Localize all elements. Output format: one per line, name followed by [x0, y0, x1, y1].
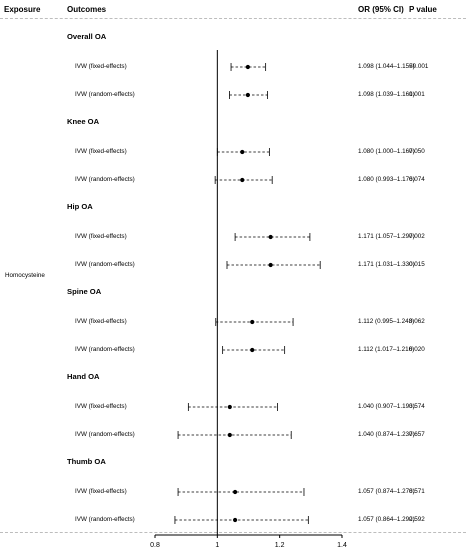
p-value: 0.050 — [409, 148, 425, 155]
method-label: IVW (fixed-effects) — [75, 488, 127, 495]
point-estimate — [268, 262, 273, 268]
or-ci-value: 1.040 (0.874–1.237) — [358, 431, 415, 438]
p-value: 0.574 — [409, 403, 425, 410]
method-label: IVW (random-effects) — [75, 516, 135, 523]
or-ci-value: 1.171 (1.031–1.330) — [358, 261, 415, 268]
or-ci-value: 1.098 (1.044–1.155) — [358, 63, 415, 70]
point-estimate — [240, 177, 245, 183]
or-ci-value: 1.080 (1.000–1.167) — [358, 148, 415, 155]
method-label: IVW (fixed-effects) — [75, 63, 127, 70]
group-label: Spine OA — [67, 287, 102, 296]
p-value: <0.001 — [409, 63, 429, 70]
point-estimate — [268, 234, 273, 240]
p-value: 0.062 — [409, 318, 425, 325]
header-p-value: P value — [409, 5, 437, 14]
group-label: Hip OA — [67, 202, 93, 211]
x-tick-label: 1.2 — [275, 542, 285, 549]
x-tick-label: 0.8 — [150, 542, 160, 549]
point-estimate — [245, 64, 250, 70]
method-label: IVW (random-effects) — [75, 261, 135, 268]
header-exposure: Exposure — [4, 5, 41, 14]
group-label: Thumb OA — [67, 457, 106, 466]
header-outcomes: Outcomes — [67, 5, 107, 14]
point-estimate — [227, 404, 232, 410]
footer-divider — [0, 532, 466, 533]
or-ci-value: 1.080 (0.993–1.176) — [358, 176, 415, 183]
point-estimate — [250, 347, 255, 353]
group-label: Overall OA — [67, 32, 107, 41]
p-value: 0.592 — [409, 516, 425, 523]
p-value: 0.015 — [409, 261, 425, 268]
point-estimate — [240, 149, 245, 155]
or-ci-value: 1.112 (0.995–1.243) — [358, 318, 415, 325]
method-label: IVW (random-effects) — [75, 431, 135, 438]
point-estimate — [227, 432, 232, 438]
point-estimate — [245, 92, 250, 98]
header-divider — [0, 18, 466, 19]
or-ci-value: 1.057 (0.864–1.292) — [358, 516, 415, 523]
method-label: IVW (random-effects) — [75, 91, 135, 98]
or-ci-value: 1.040 (0.907–1.193) — [358, 403, 415, 410]
or-ci-value: 1.098 (1.039–1.161) — [358, 91, 415, 98]
p-value: 0.020 — [409, 346, 425, 353]
p-value: 0.571 — [409, 488, 425, 495]
method-label: IVW (fixed-effects) — [75, 318, 127, 325]
header-or-ci: OR (95% CI) — [358, 5, 404, 14]
p-value: 0.002 — [409, 233, 425, 240]
p-value: 0.074 — [409, 176, 425, 183]
or-ci-value: 1.057 (0.874–1.278) — [358, 488, 415, 495]
x-tick-label: 1 — [215, 542, 219, 549]
method-label: IVW (random-effects) — [75, 176, 135, 183]
p-value: 0.001 — [409, 91, 425, 98]
method-label: IVW (random-effects) — [75, 346, 135, 353]
or-ci-value: 1.112 (1.017–1.216) — [358, 346, 415, 353]
group-label: Hand OA — [67, 372, 100, 381]
exposure-label: Homocysteine — [5, 272, 45, 279]
method-label: IVW (fixed-effects) — [75, 233, 127, 240]
point-estimate — [250, 319, 255, 325]
x-tick-label: 1.4 — [337, 542, 347, 549]
method-label: IVW (fixed-effects) — [75, 148, 127, 155]
group-label: Knee OA — [67, 117, 100, 126]
p-value: 0.657 — [409, 431, 425, 438]
method-label: IVW (fixed-effects) — [75, 403, 127, 410]
or-ci-value: 1.171 (1.057–1.297) — [358, 233, 415, 240]
point-estimate — [232, 517, 238, 523]
point-estimate — [232, 489, 238, 495]
